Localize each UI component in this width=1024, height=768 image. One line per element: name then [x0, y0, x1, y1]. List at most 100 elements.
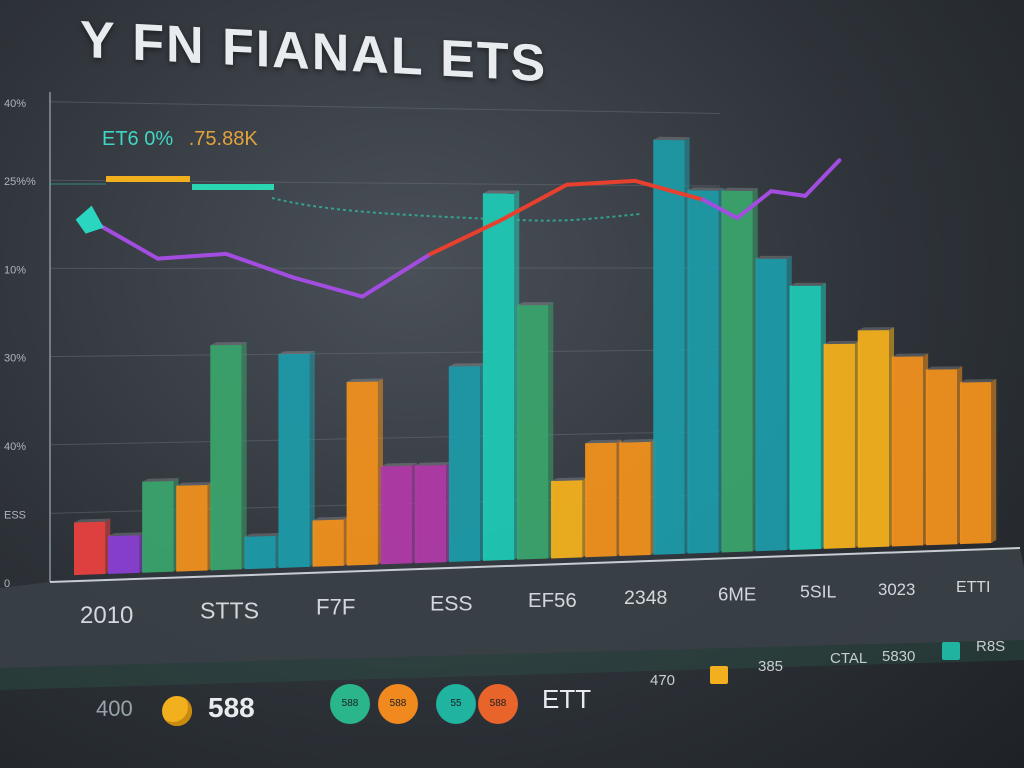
bar-top: [346, 378, 383, 382]
metric-readout-a: ET6 0%: [102, 128, 174, 150]
bar: [959, 381, 992, 545]
bar: [346, 381, 378, 566]
legend-circle-1-label: 588: [341, 698, 359, 709]
line-segment: [769, 189, 808, 198]
x-axis: [49, 547, 1021, 583]
x-tick-label: 6ME: [718, 584, 756, 605]
bar: [857, 330, 890, 548]
bar: [653, 139, 685, 555]
legend-circle-1[interactable]: 588: [330, 684, 370, 724]
bar-top: [414, 461, 452, 466]
bar-top: [312, 516, 349, 521]
metric-readout: ET6 0% .75.88K: [102, 128, 258, 151]
bar: [210, 345, 242, 571]
bar: [925, 369, 958, 546]
y-tick-label: 10%: [4, 264, 26, 276]
line-segment: [632, 178, 706, 202]
line-segment: [155, 251, 228, 261]
bar: [619, 441, 651, 557]
bar-top: [142, 477, 179, 482]
bar-top: [482, 190, 520, 194]
legend-circle-3[interactable]: 55: [436, 684, 476, 724]
line-segment: [803, 158, 842, 198]
bar-top: [244, 532, 281, 537]
bar: [414, 464, 447, 564]
line-segment: [428, 219, 501, 257]
bar-top: [585, 439, 622, 444]
legend-circle-2[interactable]: 588: [378, 684, 418, 724]
y-tick-label: 40%: [4, 441, 26, 453]
line-segment: [735, 189, 774, 221]
chart-floor: [0, 548, 1024, 668]
y-tick-label: 25%%: [4, 176, 36, 188]
y-tick-label: ESS: [4, 509, 26, 521]
bar-top: [721, 187, 758, 191]
coin-icon: [162, 696, 192, 726]
legend-term: ETT: [542, 684, 592, 714]
legend-swatch-5: [942, 642, 960, 660]
gridline: [49, 349, 721, 358]
line-segment: [292, 275, 365, 299]
legend-circle-4-label: 588: [489, 698, 507, 709]
bar-top: [789, 282, 826, 286]
bar-side: [991, 378, 997, 544]
bar-top: [687, 187, 724, 191]
bar: [721, 190, 753, 553]
bar: [244, 535, 276, 570]
bar-top: [380, 462, 418, 467]
bar-top: [74, 518, 111, 523]
legend-circle-4[interactable]: 588: [478, 684, 518, 724]
bar-top: [857, 327, 895, 331]
bar: [551, 480, 583, 559]
y-tick-label: 40%: [4, 98, 26, 110]
bar: [74, 521, 106, 576]
x-tick-label: ESS: [430, 592, 473, 616]
bar: [380, 465, 413, 565]
bar: [891, 356, 924, 547]
readout-bar-teal: [192, 184, 274, 190]
bar: [108, 535, 140, 574]
x-tick-label: 2348: [624, 587, 667, 609]
line-segment: [496, 182, 569, 224]
line-segment: [223, 251, 297, 280]
trend-dotted-line: [271, 197, 641, 222]
bar-top: [108, 532, 145, 537]
bar: [823, 343, 855, 549]
bar: [687, 190, 719, 554]
bar-top: [925, 366, 963, 370]
bar: [312, 519, 344, 567]
legend-big-value: 588: [208, 692, 255, 723]
bar-side: [309, 350, 315, 567]
bar-top: [278, 350, 315, 355]
bar: [755, 258, 787, 552]
bar-side: [241, 342, 247, 570]
legend-item-5: R8S: [976, 638, 1006, 655]
legend-bar: 400 588 588 588 55 588 ETT 470 385 CTAL …: [90, 638, 1010, 738]
line-start-marker: [75, 205, 104, 234]
x-tick-label: 3023: [878, 580, 915, 599]
y-tick-label: 30%: [4, 353, 26, 365]
legend-item-4: 5830: [882, 648, 916, 665]
bar: [176, 484, 208, 572]
legend-left-value: 400: [96, 696, 133, 721]
bar: [585, 442, 617, 558]
x-tick-label: STTS: [200, 598, 259, 624]
bar-top: [516, 302, 554, 306]
x-tick-label: ETTI: [956, 579, 990, 596]
x-tick-label: 5SIL: [800, 582, 837, 602]
metric-readout-b: .75.88K: [188, 128, 258, 150]
legend-circle-3-label: 55: [450, 698, 462, 709]
bar-top: [653, 136, 690, 141]
legend-item-1: 470: [650, 672, 676, 689]
x-tick-label: 2010: [80, 602, 133, 629]
x-tick-label: F7F: [316, 595, 355, 620]
bar-top: [176, 481, 213, 486]
bar-top: [551, 477, 588, 482]
gridline: [49, 430, 721, 446]
gridline: [49, 101, 721, 115]
bar: [789, 285, 821, 551]
legend-swatch-2: [710, 666, 728, 684]
bar: [516, 305, 549, 560]
